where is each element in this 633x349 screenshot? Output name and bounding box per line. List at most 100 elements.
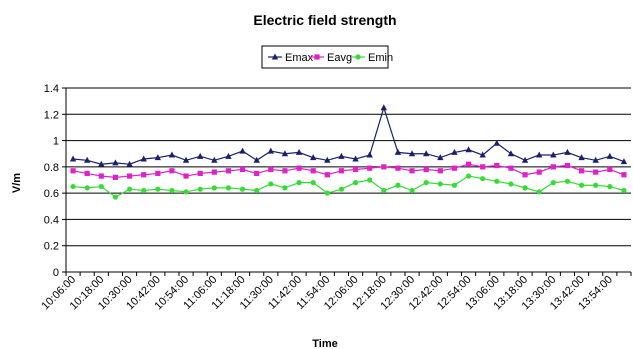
y-axis-label: V/m <box>11 173 23 193</box>
data-point-emin <box>494 178 500 184</box>
data-point-emin <box>550 180 556 186</box>
chart-title: Electric field strength <box>253 12 396 28</box>
grid <box>66 87 631 247</box>
data-point-emax <box>535 151 543 158</box>
data-point-eavg <box>239 166 246 173</box>
data-point-emax <box>83 156 91 163</box>
data-point-emax <box>140 155 147 162</box>
legend-marker <box>314 54 320 60</box>
data-point-eavg <box>70 168 76 174</box>
data-point-eavg <box>522 172 528 178</box>
data-point-emax <box>550 151 557 158</box>
legend-marker <box>271 53 279 60</box>
data-point-eavg <box>126 173 133 179</box>
data-point-emin <box>112 194 119 200</box>
data-point-eavg <box>367 165 373 171</box>
data-point-emax <box>324 156 331 163</box>
data-point-eavg <box>494 162 500 169</box>
legend-label: Emax <box>285 52 314 64</box>
data-point-emin <box>324 190 330 196</box>
data-point-emin <box>211 185 217 191</box>
series-emax <box>69 104 628 167</box>
data-point-emin <box>621 187 627 194</box>
data-point-emax <box>352 155 359 162</box>
data-point-emin <box>169 187 175 194</box>
data-point-emax <box>211 156 218 163</box>
data-point-emax <box>309 154 317 161</box>
data-point-emin <box>409 187 415 194</box>
data-point-emin <box>183 189 189 195</box>
data-point-eavg <box>437 168 443 174</box>
y-tick-label: 1 <box>53 136 59 148</box>
data-point-emin <box>480 176 486 182</box>
data-point-emin <box>423 180 429 186</box>
data-point-emin <box>296 180 302 186</box>
data-point-eavg <box>465 161 472 167</box>
data-point-emin <box>254 187 260 194</box>
series-line-eavg <box>72 163 625 178</box>
data-point-emax <box>521 156 529 163</box>
data-point-eavg <box>197 170 203 177</box>
x-axis-label: Time <box>312 338 337 349</box>
data-point-eavg <box>550 164 556 170</box>
data-point-eavg <box>338 168 345 174</box>
data-point-eavg <box>98 173 104 179</box>
data-point-eavg <box>621 172 627 178</box>
data-point-eavg <box>451 165 458 171</box>
data-point-emax <box>338 152 345 159</box>
data-point-emin <box>338 186 345 192</box>
data-point-emin <box>522 185 528 191</box>
data-point-emax <box>225 152 232 159</box>
axes <box>62 87 632 276</box>
data-point-emin <box>508 181 514 187</box>
legend-entry-eavg: Eavg <box>310 52 352 64</box>
data-point-emin <box>126 186 133 192</box>
data-point-emax <box>154 154 162 161</box>
data-point-emin <box>268 181 274 187</box>
data-point-emax <box>592 156 599 163</box>
data-point-eavg <box>578 168 585 174</box>
data-point-emax <box>507 150 515 157</box>
data-point-emin <box>367 177 373 183</box>
data-point-eavg <box>296 165 302 171</box>
data-point-emin <box>98 183 104 190</box>
data-point-emin <box>197 186 203 192</box>
data-point-emax <box>578 154 585 161</box>
data-point-emax <box>422 150 430 157</box>
data-point-emax <box>253 156 260 163</box>
legend-box <box>261 45 389 69</box>
legend-marker <box>355 54 361 60</box>
data-point-emax <box>394 148 402 155</box>
data-point-emin <box>381 187 387 194</box>
data-point-emax <box>98 160 105 167</box>
data-point-emax <box>564 148 571 155</box>
data-point-eavg <box>381 164 387 170</box>
data-point-emax <box>168 151 176 158</box>
series-line-emin <box>73 175 625 198</box>
data-point-emax <box>451 148 458 155</box>
y-tick-label: 0.2 <box>44 241 59 253</box>
data-point-emax <box>196 152 204 159</box>
data-point-eavg <box>352 166 359 173</box>
data-point-eavg <box>282 168 288 174</box>
data-point-emax <box>380 104 388 111</box>
data-point-eavg <box>564 162 571 169</box>
data-point-eavg <box>310 168 316 174</box>
series-emin <box>70 173 627 200</box>
data-point-emax <box>620 158 628 165</box>
data-point-eavg <box>112 174 119 180</box>
data-point-emax <box>479 151 486 158</box>
data-point-emin <box>593 182 599 188</box>
data-point-eavg <box>593 169 599 175</box>
data-point-emax <box>69 155 77 162</box>
data-point-eavg <box>84 170 90 177</box>
data-point-eavg <box>423 166 429 173</box>
data-point-emin <box>607 183 613 190</box>
data-point-emax <box>606 152 614 159</box>
data-point-emax <box>366 151 373 158</box>
data-point-emin <box>310 180 316 186</box>
data-point-eavg <box>268 166 274 173</box>
data-point-emax <box>281 150 289 157</box>
y-tick-label: 0.8 <box>44 162 59 174</box>
